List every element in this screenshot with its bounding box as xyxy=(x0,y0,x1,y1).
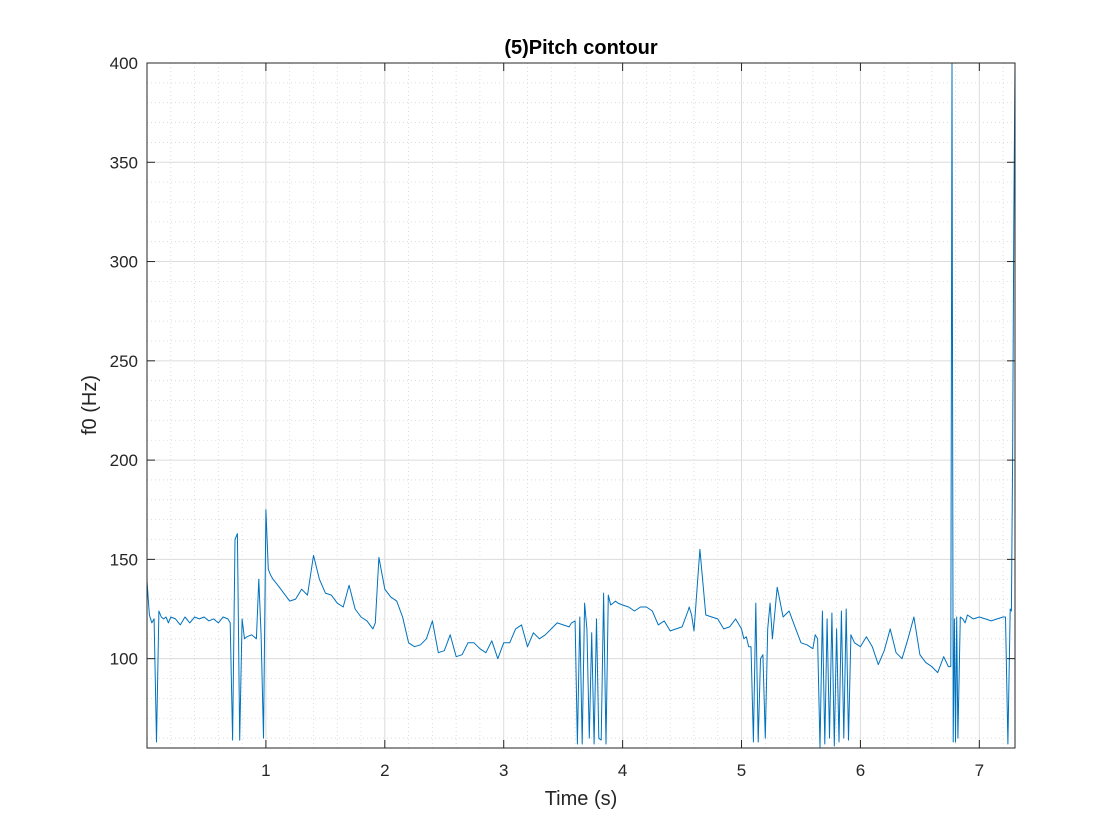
y-tick-label: 150 xyxy=(110,550,138,569)
x-tick-label: 4 xyxy=(618,761,627,780)
x-tick-label: 5 xyxy=(737,761,746,780)
y-axis-ticks: 100 150 200 250 300 350 400 xyxy=(110,54,1015,669)
series-line-0 xyxy=(146,62,1016,749)
minor-grid xyxy=(147,63,1015,748)
y-tick-label: 100 xyxy=(110,650,138,669)
x-axis-label: Time (s) xyxy=(545,788,618,810)
y-tick-label: 400 xyxy=(110,54,138,73)
plot-area xyxy=(147,63,1015,748)
y-tick-label: 250 xyxy=(110,352,138,371)
y-tick-label: 200 xyxy=(110,451,138,470)
y-tick-label: 300 xyxy=(110,253,138,272)
plot-frame xyxy=(146,62,1016,749)
x-tick-label: 7 xyxy=(975,761,984,780)
x-tick-label: 1 xyxy=(261,761,270,780)
chart-title: (5)Pitch contour xyxy=(504,37,658,59)
y-tick-label: 350 xyxy=(110,153,138,172)
x-tick-label: 2 xyxy=(380,761,389,780)
x-tick-label: 6 xyxy=(856,761,865,780)
x-axis-ticks: 1 2 3 4 5 6 7 xyxy=(261,63,984,780)
y-axis-label: f0 (Hz) xyxy=(79,375,101,435)
x-tick-label: 3 xyxy=(499,761,508,780)
series-layer xyxy=(146,62,1016,749)
